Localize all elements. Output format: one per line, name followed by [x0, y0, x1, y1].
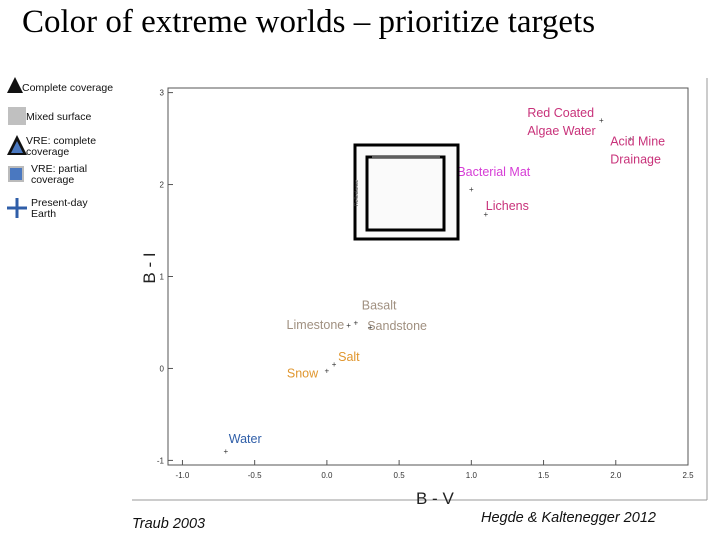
data-point-marker: + [346, 321, 351, 330]
data-point-marker: + [353, 318, 358, 327]
data-point-marker: + [332, 360, 337, 369]
data-point-label: Lichens [486, 199, 529, 213]
x-tick-label: -1.0 [176, 471, 190, 480]
x-tick-label: -0.5 [248, 471, 262, 480]
x-tick-label: 0.0 [321, 471, 333, 480]
y-axis-label: B - I [140, 252, 159, 284]
inset-axis-label: Reflectance [354, 179, 360, 206]
page-title: Color of extreme worlds – prioritize tar… [22, 4, 596, 40]
data-point-label: Water [229, 432, 262, 446]
x-tick-label: 1.0 [466, 471, 478, 480]
data-point-label: Algae Water [527, 124, 595, 138]
data-point-marker: + [368, 323, 373, 332]
x-tick-label: 2.5 [682, 471, 694, 480]
y-tick-label: -1 [157, 456, 165, 465]
black-triangle-icon [7, 77, 23, 93]
credit-traub: Traub 2003 [132, 516, 206, 532]
y-tick-label: 2 [160, 181, 165, 190]
blue-cross-icon [7, 198, 27, 218]
data-point-marker: + [469, 185, 474, 194]
data-point-marker: + [599, 116, 604, 125]
data-point-marker: + [223, 447, 228, 456]
y-tick-label: 0 [160, 364, 165, 373]
legend-label: Complete coverage [22, 82, 114, 94]
data-point-marker: + [325, 366, 330, 375]
credit-hegde: Hegde & Kaltenegger 2012 [481, 510, 656, 526]
data-point-label: Salt [338, 350, 360, 364]
x-tick-label: 1.5 [538, 471, 550, 480]
legend-label: Present-day Earth [31, 197, 88, 220]
y-tick-label: 3 [160, 89, 165, 98]
x-axis-label: B - V [416, 489, 454, 508]
data-point-label: Bacterial Mat [457, 165, 530, 179]
data-point-label: Limestone [287, 318, 345, 332]
blue-square-icon [8, 166, 24, 182]
legend-label: VRE: complete coverage [26, 135, 97, 158]
x-tick-label: 0.5 [394, 471, 406, 480]
reflectance-inset: Reflectance [353, 143, 460, 241]
inset-outer-box [353, 143, 460, 241]
data-point-label: Sandstone [367, 319, 427, 333]
blue-triangle-icon [7, 135, 27, 155]
data-point-label: Snow [287, 366, 319, 380]
data-point-marker: + [628, 135, 633, 144]
x-tick-label: 2.0 [610, 471, 622, 480]
data-point-label: Red Coated [527, 106, 594, 120]
data-point-label: Drainage [610, 153, 661, 167]
gray-square-icon [8, 107, 26, 125]
legend-label: VRE: partial coverage [31, 163, 88, 186]
data-point-marker: + [483, 210, 488, 219]
legend-label: Mixed surface [26, 111, 92, 123]
data-point-label: Acid Mine [610, 135, 665, 149]
data-point-label: Basalt [362, 298, 397, 312]
y-tick-label: 1 [160, 273, 165, 282]
